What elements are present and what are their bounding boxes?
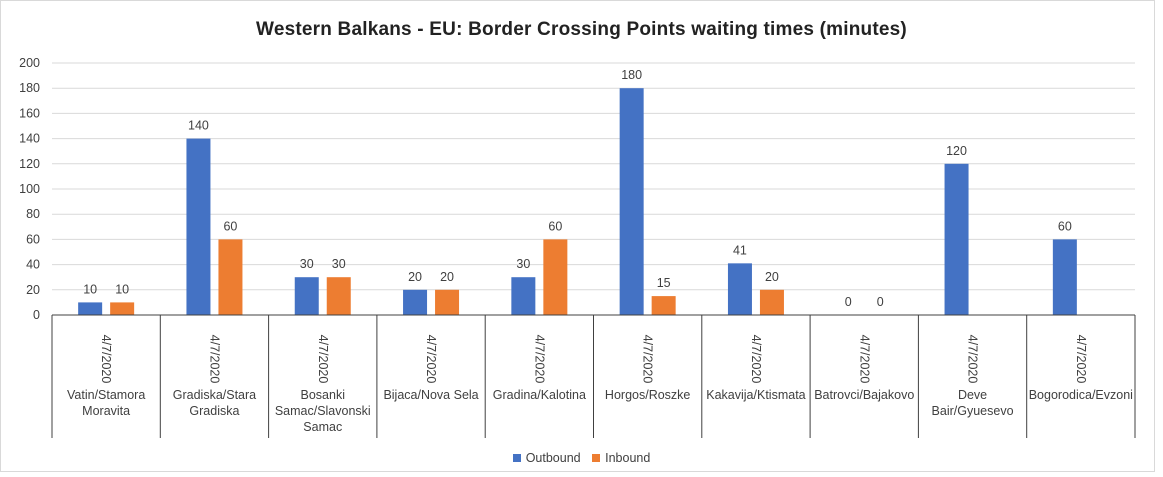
y-tick-label: 40	[26, 258, 40, 272]
y-tick-label: 160	[19, 106, 40, 120]
legend-label-outbound: Outbound	[525, 451, 581, 465]
y-tick-label: 100	[19, 182, 40, 196]
legend-item-inbound: Inbound	[592, 451, 650, 465]
x-tick-date-label: 4/7/2020	[857, 335, 871, 384]
x-tick-label: Horgos/Roszke	[605, 388, 690, 402]
y-tick-label: 120	[19, 157, 40, 171]
data-label-inbound: 15	[657, 276, 671, 290]
legend-swatch-outbound	[512, 454, 521, 462]
x-tick-label: Gradiska/Stara	[173, 388, 256, 402]
x-tick-label: Bijaca/Nova Sela	[383, 388, 478, 402]
data-label-inbound: 0	[877, 295, 884, 309]
bar-outbound	[186, 138, 211, 315]
x-tick-label: Bosanki	[301, 388, 345, 402]
x-tick-date-label: 4/7/2020	[99, 335, 113, 384]
data-label-outbound: 0	[845, 295, 852, 309]
y-tick-label: 80	[26, 207, 40, 221]
x-tick-date-label: 4/7/2020	[641, 335, 655, 384]
x-tick-label: Bair/Gyuesevo	[932, 404, 1014, 418]
y-tick-label: 140	[19, 132, 40, 146]
bar-inbound	[435, 289, 460, 315]
data-label-inbound: 60	[548, 219, 562, 233]
bar-outbound	[403, 289, 428, 315]
x-tick-label: Batrovci/Bajakovo	[814, 388, 914, 402]
data-label-outbound: 60	[1058, 219, 1072, 233]
bar-inbound	[326, 277, 351, 315]
bar-inbound	[110, 302, 135, 315]
x-tick-label: Gradiska	[189, 404, 239, 418]
x-tick-label: Kakavija/Ktismata	[706, 388, 805, 402]
bar-inbound	[759, 289, 784, 315]
y-tick-label: 200	[19, 56, 40, 70]
bar-outbound	[944, 163, 969, 315]
legend-swatch-inbound	[592, 454, 601, 462]
plot-area: 0204060801001201401601802001014030203018…	[19, 56, 1136, 438]
y-tick-label: 60	[26, 232, 40, 246]
bar-outbound	[619, 88, 644, 315]
legend: Outbound Inbound	[0, 451, 1163, 465]
bar-outbound	[294, 277, 319, 315]
data-label-inbound: 20	[765, 270, 779, 284]
bar-outbound	[1052, 239, 1077, 315]
data-label-inbound: 20	[440, 270, 454, 284]
data-label-outbound: 10	[83, 282, 97, 296]
bar-outbound	[727, 263, 752, 315]
x-tick-label: Deve	[958, 388, 987, 402]
data-label-outbound: 30	[300, 257, 314, 271]
y-tick-label: 0	[33, 308, 40, 322]
bar-inbound	[218, 239, 243, 315]
data-label-inbound: 30	[332, 257, 346, 271]
x-tick-label: Bogorodica/Evzoni	[1029, 388, 1133, 402]
x-tick-date-label: 4/7/2020	[532, 335, 546, 384]
bar-outbound	[78, 302, 103, 315]
bar-inbound	[651, 296, 676, 315]
x-tick-label: Moravita	[82, 404, 130, 418]
x-tick-date-label: 4/7/2020	[1074, 335, 1088, 384]
x-tick-label: Gradina/Kalotina	[493, 388, 586, 402]
x-tick-label: Vatin/Stamora	[67, 388, 145, 402]
x-tick-date-label: 4/7/2020	[966, 335, 980, 384]
bar-outbound	[511, 277, 536, 315]
data-label-outbound: 180	[621, 68, 642, 82]
x-tick-date-label: 4/7/2020	[749, 335, 763, 384]
bar-inbound	[543, 239, 568, 315]
x-tick-date-label: 4/7/2020	[316, 335, 330, 384]
legend-item-outbound: Outbound	[512, 451, 581, 465]
data-label-inbound: 60	[223, 219, 237, 233]
x-tick-label: Samac	[303, 420, 342, 434]
data-label-outbound: 41	[733, 243, 747, 257]
data-label-outbound: 30	[516, 257, 530, 271]
y-tick-label: 20	[26, 283, 40, 297]
x-tick-label: Samac/Slavonski	[275, 404, 371, 418]
data-label-outbound: 140	[188, 119, 209, 133]
chart-title: Western Balkans - EU: Border Crossing Po…	[256, 19, 907, 40]
data-label-inbound: 10	[115, 282, 129, 296]
y-tick-label: 180	[19, 81, 40, 95]
legend-label-inbound: Inbound	[605, 451, 651, 465]
data-label-outbound: 120	[946, 144, 967, 158]
x-tick-date-label: 4/7/2020	[424, 335, 438, 384]
data-label-outbound: 20	[408, 270, 422, 284]
x-tick-date-label: 4/7/2020	[207, 335, 221, 384]
